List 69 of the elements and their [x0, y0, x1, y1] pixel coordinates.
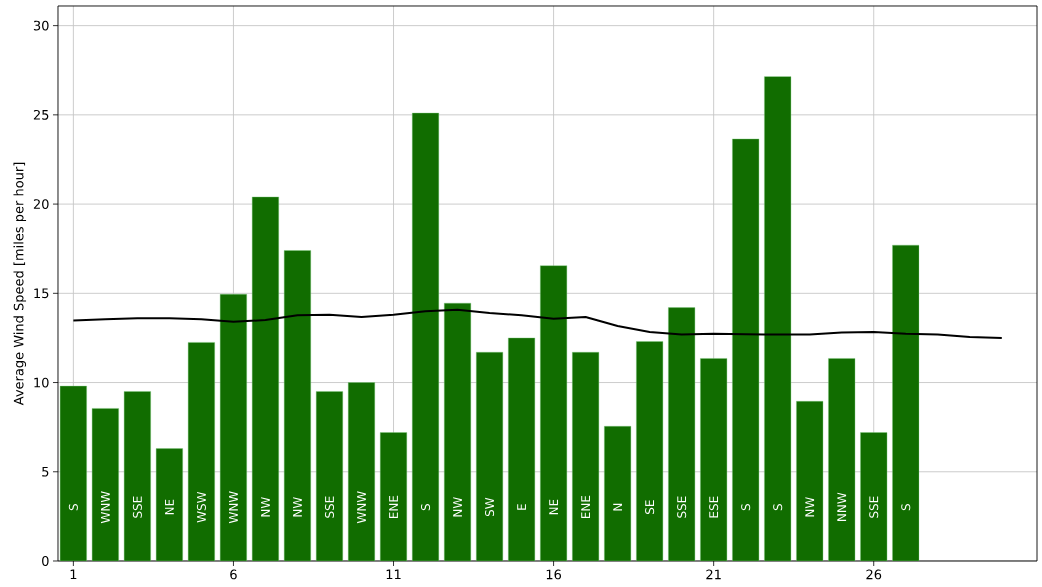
bar: [476, 352, 504, 561]
line-series: [72, 308, 1003, 339]
bar: [187, 342, 215, 561]
bar: [668, 307, 696, 561]
data-label: SE: [645, 500, 655, 514]
bar: [636, 341, 664, 561]
x-tick-label: 26: [866, 569, 882, 580]
data-label: WNW: [229, 491, 238, 524]
bar: [123, 391, 151, 561]
data-label: WNW: [357, 491, 366, 524]
data-label: SSE: [324, 496, 335, 518]
y-tick-label: 30: [33, 20, 49, 31]
bar: [508, 337, 536, 561]
data-label: ENE: [389, 495, 398, 519]
data-label: NW: [805, 497, 815, 517]
data-label: S: [773, 504, 783, 511]
y-tick-label: 0: [42, 556, 49, 566]
bar: [251, 196, 279, 561]
bar: [444, 302, 472, 561]
data-label: ENE: [581, 495, 590, 519]
data-label: NNW: [837, 492, 847, 521]
bar: [796, 401, 824, 561]
bar: [155, 448, 183, 561]
bar: [219, 294, 247, 561]
y-tick-label: 15: [34, 288, 49, 299]
bar: [892, 244, 920, 561]
y-tick-label: 5: [42, 466, 49, 477]
y-tick-label: 20: [33, 199, 49, 210]
bar: [91, 408, 119, 561]
x-tick-label: 11: [386, 569, 401, 580]
bar: [540, 265, 568, 561]
data-label: NW: [293, 497, 302, 517]
bar: [604, 426, 632, 561]
bar: [764, 76, 792, 561]
data-label: NE: [165, 499, 174, 515]
data-label: N: [613, 503, 622, 511]
data-label: SW: [485, 497, 495, 517]
x-tick-label: 16: [546, 569, 562, 580]
x-tick-label: 21: [706, 569, 721, 580]
bar: [412, 112, 440, 561]
data-label: S: [901, 504, 911, 511]
bar: [860, 432, 888, 561]
x-tick-label: 1: [70, 569, 77, 580]
data-label: ESE: [709, 496, 719, 518]
y-tick-label: 25: [33, 109, 49, 120]
bar: [828, 358, 856, 561]
data-label: E: [517, 504, 526, 510]
data-label: NW: [261, 497, 270, 517]
y-axis-title: Average Wind Speed [miles per hour]: [13, 162, 27, 406]
bar: [700, 358, 728, 561]
bar: [316, 391, 343, 561]
data-label: SSE: [869, 496, 879, 518]
bar: [283, 250, 311, 561]
data-label: SSE: [677, 496, 687, 518]
data-label: S: [741, 504, 751, 511]
data-label: NE: [549, 499, 558, 515]
data-label: NW: [453, 497, 462, 517]
data-label: SSE: [132, 496, 142, 518]
bar: [572, 352, 600, 561]
data-label: WSW: [196, 491, 206, 523]
bar: [348, 382, 375, 561]
x-tick-label: 6: [230, 569, 237, 580]
bar: [59, 385, 87, 561]
data-label: S: [68, 504, 78, 511]
y-tick-label: 10: [34, 377, 49, 388]
data-label: S: [420, 504, 431, 511]
bar: [732, 138, 760, 561]
bar: [380, 432, 407, 561]
data-label: WNW: [101, 491, 110, 524]
